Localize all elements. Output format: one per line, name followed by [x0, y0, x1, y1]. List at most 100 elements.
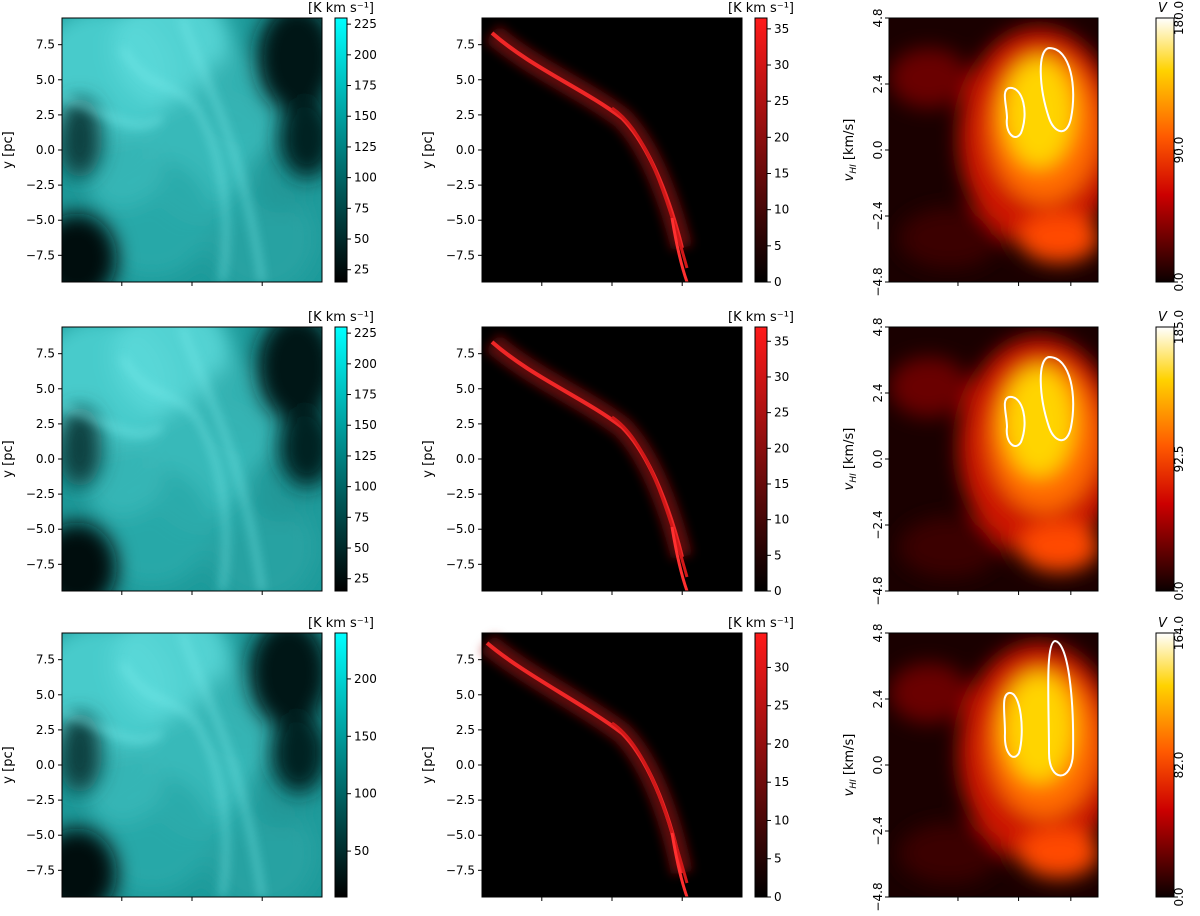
- colorbar-tick-label: 30: [774, 370, 789, 384]
- y-tick-label: 7.5: [456, 347, 475, 361]
- y-axis-label: y [pc]: [1, 440, 16, 477]
- colorbar-tick-label: 0: [774, 275, 782, 289]
- y-tick-label: 2.5: [36, 723, 55, 737]
- colorbar-tick-label: 35: [774, 22, 789, 36]
- y-tick-label: −7.5: [446, 863, 475, 877]
- colorbar-label: V: [1158, 616, 1168, 631]
- y-tick-label: −2.4: [871, 201, 885, 230]
- y-axis-label: vHI [km/s]: [842, 428, 859, 491]
- colorbar-tick-label: 0: [774, 890, 782, 904]
- colorbar: [334, 17, 348, 283]
- colorbar-tick-label: 15: [774, 775, 789, 789]
- y-tick-label: 0.0: [871, 140, 885, 159]
- colorbar: [334, 326, 348, 592]
- colorbar-tick-label: 25: [774, 699, 789, 713]
- colorbar-tick-label: 164.0: [1172, 616, 1186, 650]
- colorbar-tick-label: 5: [774, 852, 782, 866]
- y-tick-label: −2.5: [26, 793, 55, 807]
- y-tick-label: 0.0: [871, 449, 885, 468]
- colorbar-tick-label: 82.0: [1172, 752, 1186, 779]
- colorbar-tick-label: 90.0: [1172, 137, 1186, 164]
- y-tick-label: −5.0: [26, 828, 55, 842]
- colorbar-tick-label: 50: [354, 232, 369, 246]
- y-tick-label: −4.8: [871, 576, 885, 605]
- colorbar-tick-label: 10: [774, 813, 789, 827]
- colorbar-tick-label: 200: [354, 672, 377, 686]
- y-tick-label: 2.5: [456, 723, 475, 737]
- colorbar-label: [K km s⁻¹]: [728, 616, 794, 631]
- y-tick-label: −2.5: [26, 178, 55, 192]
- y-tick-label: 2.5: [36, 417, 55, 431]
- colorbar-tick-label: 5: [774, 548, 782, 562]
- y-axis-label: y [pc]: [421, 131, 436, 168]
- hro-map-image: [889, 327, 1098, 591]
- y-tick-label: 2.4: [871, 383, 885, 402]
- intensity-panel-row3: 7.5 5.0 2.5 0.0 −2.5 −5.0 −7.5 y [pc] 200 150 100 5…: [1, 616, 377, 901]
- colorbar-label: [K km s⁻¹]: [728, 310, 794, 325]
- y-tick-label: −2.5: [446, 793, 475, 807]
- selected-intensity-image: [482, 18, 742, 283]
- colorbar-tick-label: 20: [774, 441, 789, 455]
- colorbar-tick-label: 0.0: [1172, 581, 1186, 600]
- y-tick-label: 5.0: [456, 382, 475, 396]
- y-tick-label: 4.8: [871, 317, 885, 336]
- y-tick-label: 2.4: [871, 74, 885, 93]
- y-axis-label: y [pc]: [421, 440, 436, 477]
- y-tick-label: −7.5: [446, 248, 475, 262]
- y-tick-label: 0.0: [36, 758, 55, 772]
- y-tick-label: 0.0: [456, 758, 475, 772]
- y-axis-label: y [pc]: [1, 131, 16, 168]
- y-tick-label: 7.5: [456, 653, 475, 667]
- y-tick-label: −2.5: [446, 487, 475, 501]
- colorbar-tick-label: 150: [354, 418, 377, 432]
- y-tick-label: 2.5: [36, 108, 55, 122]
- colorbar-tick-label: 185.0: [1172, 310, 1186, 344]
- y-tick-label: 5.0: [36, 73, 55, 87]
- colorbar-tick-label: 25: [354, 263, 369, 277]
- selected-intensity-panel-row3: 7.5 5.0 2.5 0.0 −2.5 −5.0 −7.5 y [pc] 30 25 20 15 10…: [421, 616, 794, 904]
- intensity-image: [62, 327, 322, 591]
- colorbar-tick-label: 10: [774, 203, 789, 217]
- colorbar: [754, 326, 768, 592]
- y-tick-label: 0.0: [36, 452, 55, 466]
- y-tick-label: −5.0: [26, 213, 55, 227]
- y-tick-label: 4.8: [871, 623, 885, 642]
- colorbar-tick-label: 225: [354, 326, 377, 340]
- y-tick-label: −2.5: [26, 487, 55, 501]
- colorbar: [334, 632, 348, 898]
- y-tick-label: −5.0: [26, 522, 55, 536]
- y-tick-label: 0.0: [456, 452, 475, 466]
- selected-intensity-image: [479, 633, 742, 898]
- colorbar-label: [K km s⁻¹]: [728, 1, 794, 16]
- colorbar-tick-label: 50: [354, 844, 369, 858]
- y-tick-label: 4.8: [871, 8, 885, 27]
- y-tick-label: 5.0: [36, 688, 55, 702]
- colorbar-tick-label: 15: [774, 477, 789, 491]
- intensity-panel-row2: 7.5 5.0 2.5 0.0 −2.5 −5.0 −7.5 y [pc] 225 200 175 1…: [1, 310, 377, 595]
- colorbar-label: [K km s⁻¹]: [308, 1, 374, 16]
- y-tick-label: −2.4: [871, 816, 885, 845]
- y-axis-label: y [pc]: [421, 746, 436, 783]
- y-tick-label: 0.0: [871, 755, 885, 774]
- hro-map-panel-row2: 4.8 2.4 0.0 −2.4 −4.8 vHI [km/s] 185.0 92.5 0.0 V: [842, 310, 1186, 606]
- colorbar-tick-label: 150: [354, 729, 377, 743]
- y-tick-label: −7.5: [26, 557, 55, 571]
- colorbar-tick-label: 30: [774, 58, 789, 72]
- y-tick-label: 7.5: [456, 38, 475, 52]
- colorbar: [754, 17, 768, 283]
- colorbar-tick-label: 75: [354, 510, 369, 524]
- colorbar-label: V: [1158, 1, 1168, 16]
- selected-intensity-panel-row1: 7.5 5.0 2.5 0.0 −2.5 −5.0 −7.5 y [pc] 35 30 25 20 15…: [421, 1, 794, 289]
- y-tick-label: −7.5: [26, 863, 55, 877]
- colorbar-tick-label: 10: [774, 513, 789, 527]
- hro-map-panel-row3: 4.8 2.4 0.0 −2.4 −4.8 vHI [km/s] 164.0 82.0 0.0 V: [842, 616, 1186, 912]
- y-tick-label: 2.5: [456, 108, 475, 122]
- colorbar-tick-label: 200: [354, 48, 377, 62]
- intensity-image: [62, 633, 322, 897]
- colorbar-tick-label: 30: [774, 660, 789, 674]
- y-tick-label: −5.0: [446, 213, 475, 227]
- colorbar-tick-label: 25: [774, 94, 789, 108]
- colorbar-tick-label: 0.0: [1172, 887, 1186, 906]
- colorbar-tick-label: 75: [354, 201, 369, 215]
- colorbar-tick-label: 92.5: [1172, 446, 1186, 473]
